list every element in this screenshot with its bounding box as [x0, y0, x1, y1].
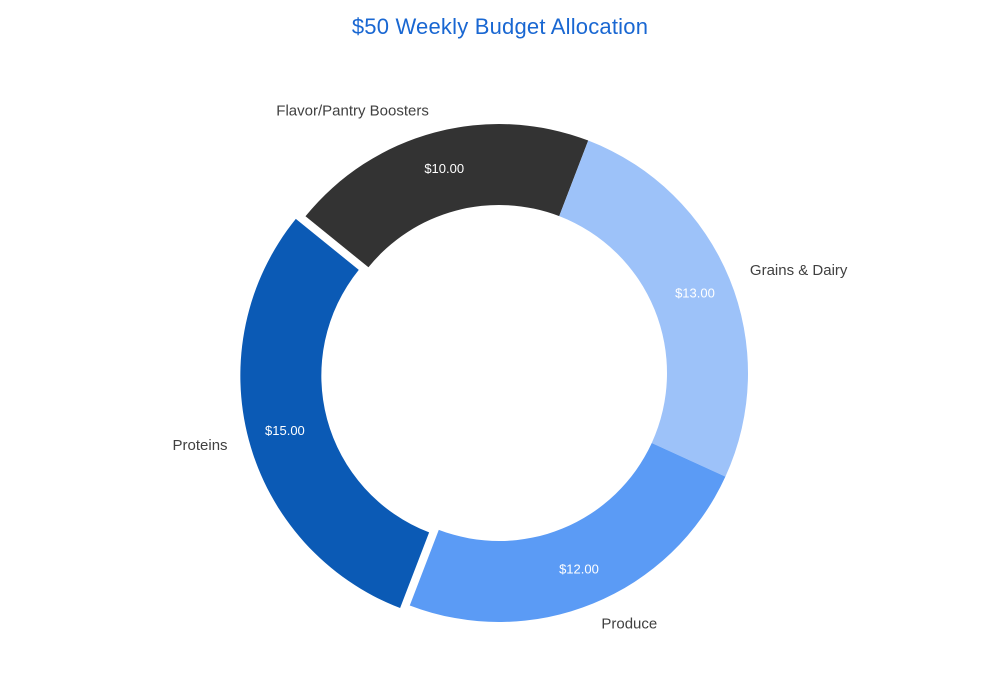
slice-label-proteins: Proteins — [173, 437, 228, 454]
slice-value-proteins: $15.00 — [265, 423, 305, 438]
slice-value-flavor-pantry-boosters: $10.00 — [424, 161, 464, 176]
slice-proteins[interactable] — [240, 218, 430, 609]
chart-title: $50 Weekly Budget Allocation — [351, 14, 649, 39]
slice-value-grains-dairy: $13.00 — [675, 286, 715, 301]
slice-produce[interactable] — [409, 442, 726, 622]
slice-label-produce: Produce — [601, 615, 657, 632]
slice-label-flavor-pantry-boosters: Flavor/Pantry Boosters — [276, 103, 429, 120]
slice-grains-dairy[interactable] — [559, 140, 748, 477]
slice-value-produce: $12.00 — [559, 561, 599, 576]
slice-label-grains-dairy: Grains & Dairy — [750, 262, 848, 279]
slice-flavor-pantry-boosters[interactable] — [305, 124, 589, 268]
